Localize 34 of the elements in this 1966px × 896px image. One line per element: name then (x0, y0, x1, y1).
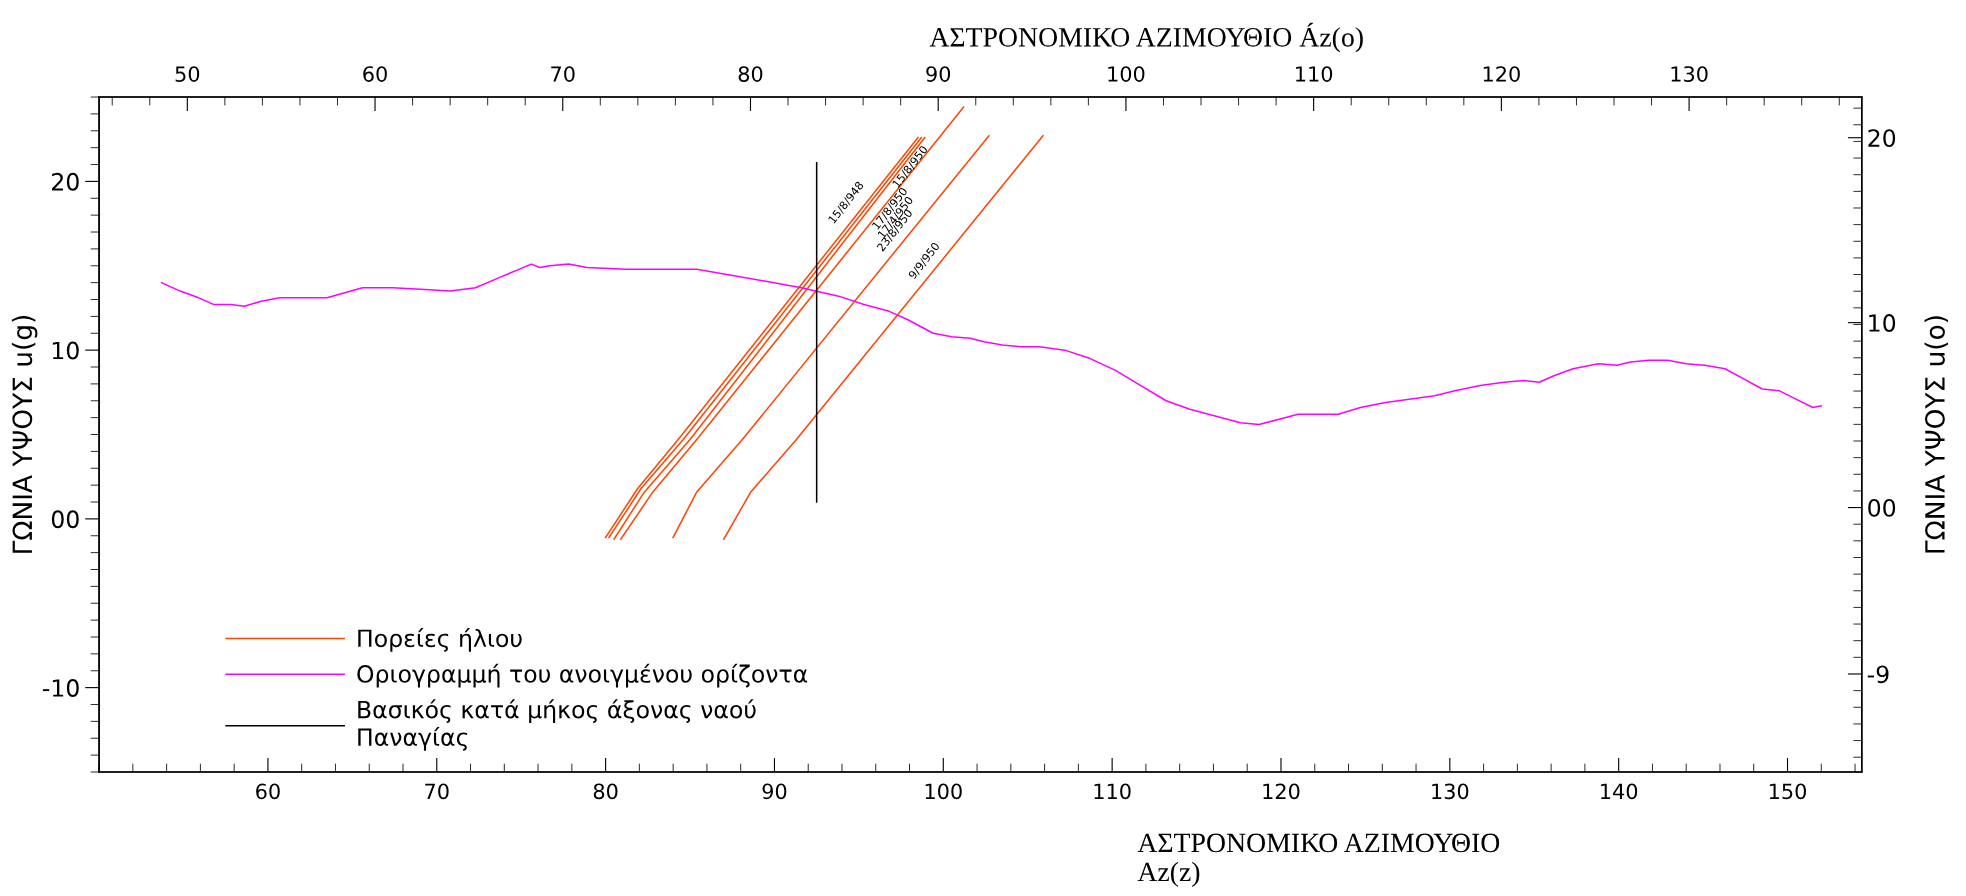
x-tick-label: 120 (1263, 783, 1300, 800)
x-tick-label: 90 (762, 783, 787, 800)
x-tick-label: 130 (1432, 783, 1469, 800)
legend-label: Βασικός κατά μήκος άξονας ναού Παναγίας (358, 699, 756, 751)
x2-tick-label: 50 (175, 66, 200, 82)
x2-axis-title: ΑΣΤΡΟΝΟΜΙΚΟ ΑΖΙΜΟΥΘΙΟ Áz(o) (929, 22, 1363, 53)
x2-tick-label: 120 (1483, 66, 1520, 82)
x-tick-label: 100 (925, 783, 962, 800)
legend-label: Πορείες ήλιου (358, 627, 522, 652)
x-tick-label: 150 (1769, 783, 1807, 800)
x2-tick-label: 130 (1671, 66, 1708, 82)
x-tick-label: 140 (1601, 783, 1638, 800)
y2-tick-label: -9 (1867, 665, 1889, 684)
y2-tick-label: 00 (1868, 499, 1896, 517)
y-tick-label: 10 (52, 341, 79, 360)
x2-tick-label: 70 (551, 66, 575, 82)
x2-tick-label: 110 (1296, 66, 1333, 82)
x2-tick-label: 80 (738, 66, 763, 82)
x-axis-title: ΑΣΤΡΟΝΟΜΙΚΟ ΑΖΙΜΟΥΘΙΟ Az(z) (1137, 833, 1500, 887)
x2-tick-label: 90 (926, 66, 951, 82)
x2-tick-label: 60 (363, 66, 387, 82)
y-axis-title: ΓΩΝΙΑ ΥΨΟΥΣ u(g) (11, 315, 38, 553)
y-tick-label: 00 (51, 510, 79, 529)
y2-tick-label: 20 (1868, 129, 1896, 148)
y2-axis-title: ΓΩΝΙΑ ΥΨΟΥΣ u(o) (1924, 316, 1949, 553)
x-tick-label: 110 (1094, 783, 1131, 800)
y-tick-label: 20 (52, 172, 79, 191)
x-tick-label: 60 (256, 783, 280, 800)
x2-tick-label: 100 (1108, 66, 1145, 82)
y2-tick-label: 10 (1869, 314, 1896, 332)
legend-label: Οριογραμμή του ανοιγμένου ορίζοντα (357, 663, 808, 688)
x-tick-label: 70 (425, 783, 449, 800)
x-tick-label: 80 (593, 783, 618, 800)
y-tick-label: -10 (42, 679, 79, 697)
